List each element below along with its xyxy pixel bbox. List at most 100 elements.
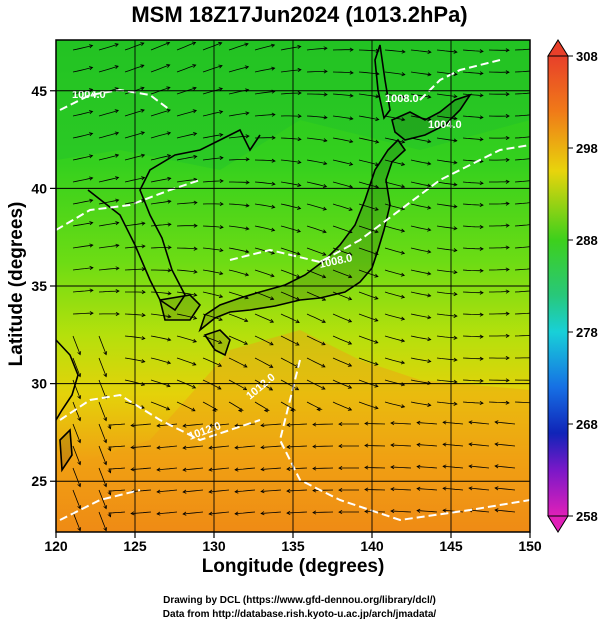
streamline <box>358 115 379 120</box>
streamline <box>469 421 490 425</box>
streamline <box>514 114 530 117</box>
streamline-arrowhead <box>532 401 535 404</box>
streamline-arrowhead <box>400 206 406 211</box>
streamline-arrowhead <box>453 401 458 406</box>
streamline <box>306 203 327 210</box>
streamline <box>72 335 81 355</box>
streamline <box>332 335 352 345</box>
streamline-arrowhead <box>374 229 379 234</box>
streamline-arrowhead <box>218 110 224 115</box>
streamline <box>228 225 249 230</box>
streamline-arrowhead <box>505 157 510 162</box>
streamline-arrowhead <box>193 154 198 159</box>
streamline-arrowhead <box>107 491 112 496</box>
streamline-arrowhead <box>416 464 421 469</box>
streamline-arrowhead <box>348 161 354 166</box>
streamline-arrowhead <box>532 356 535 359</box>
streamline-arrowhead <box>347 340 353 345</box>
map-title: MSM 18Z17Jun2024 (1013.2hPa) <box>131 2 468 27</box>
streamline-arrowhead <box>468 464 473 469</box>
streamline-arrowhead <box>494 508 499 513</box>
streamline-arrowhead <box>401 139 406 144</box>
streamline-arrowhead <box>323 115 328 120</box>
streamline-arrowhead <box>219 155 224 161</box>
y-tick-label: 30 <box>31 376 47 392</box>
streamline-arrowhead <box>427 293 432 298</box>
streamline <box>176 64 196 73</box>
streamline-arrowhead <box>263 408 269 413</box>
streamline-arrowhead <box>323 161 328 166</box>
streamline-arrowhead <box>192 64 197 68</box>
streamline-arrowhead <box>140 108 145 113</box>
streamline-arrowhead <box>103 483 108 488</box>
streamline-arrowhead <box>375 117 380 122</box>
streamline-arrowhead <box>321 341 326 346</box>
colorbar-gradient <box>547 55 569 517</box>
streamline <box>358 247 379 255</box>
streamline-arrowhead <box>218 317 223 321</box>
streamline <box>514 180 530 183</box>
streamline-arrowhead <box>479 49 484 54</box>
streamline-arrowhead <box>245 226 250 231</box>
streamline <box>254 90 275 95</box>
streamline <box>312 489 334 491</box>
streamline <box>332 225 353 233</box>
streamline <box>410 137 431 143</box>
streamline <box>209 423 230 427</box>
x-tick-label: 135 <box>281 538 305 554</box>
streamline <box>489 269 510 271</box>
streamline-arrowhead <box>286 466 291 471</box>
streamline <box>202 180 224 183</box>
streamline <box>228 357 248 368</box>
streamline <box>332 181 353 188</box>
streamline <box>514 290 530 293</box>
streamline <box>462 181 484 184</box>
streamline-arrowhead <box>167 337 172 342</box>
streamline-arrowhead <box>349 93 354 98</box>
streamline <box>202 42 222 51</box>
streamline <box>306 247 326 256</box>
streamline-arrowhead <box>453 72 458 77</box>
streamline-arrowhead <box>479 378 484 383</box>
streamline <box>332 401 352 411</box>
streamline <box>150 291 171 295</box>
streamline <box>183 511 204 515</box>
streamline <box>495 421 516 425</box>
streamline-arrowhead <box>427 94 432 99</box>
streamline <box>489 247 510 249</box>
streamline-arrowhead <box>348 274 353 279</box>
streamline-arrowhead <box>321 363 326 368</box>
streamline-arrowhead <box>479 115 484 120</box>
streamline-arrowhead <box>271 135 276 140</box>
isobar-label: 1004.0 <box>428 119 462 131</box>
streamline-arrowhead <box>453 116 458 121</box>
streamline-arrowhead <box>271 181 276 186</box>
streamline-arrowhead <box>130 511 135 516</box>
streamline <box>358 159 379 166</box>
streamline <box>410 181 431 187</box>
streamline <box>72 45 93 51</box>
streamline-arrowhead <box>297 182 302 187</box>
streamline <box>306 115 327 119</box>
streamline-arrowhead <box>316 407 321 412</box>
streamline-arrowhead <box>400 338 406 343</box>
streamline <box>280 401 297 411</box>
streamline <box>98 222 119 227</box>
streamline-arrowhead <box>453 313 458 318</box>
streamline <box>202 401 219 411</box>
streamline <box>150 64 170 73</box>
streamline-arrowhead <box>322 252 327 256</box>
x-axis-label: Longitude (degrees) <box>201 556 385 577</box>
streamline <box>358 181 379 188</box>
x-tick-label: 120 <box>44 538 68 554</box>
colorbar: 308 298 288 278 268 258 <box>547 39 598 533</box>
streamline-arrowhead <box>375 139 380 144</box>
streamline <box>235 511 256 515</box>
streamline <box>286 467 308 470</box>
streamline <box>312 467 334 469</box>
streamline-arrowhead <box>234 445 239 450</box>
streamline-arrowhead <box>505 378 510 383</box>
streamline <box>202 65 223 73</box>
streamline <box>124 42 144 51</box>
streamline <box>436 93 457 97</box>
